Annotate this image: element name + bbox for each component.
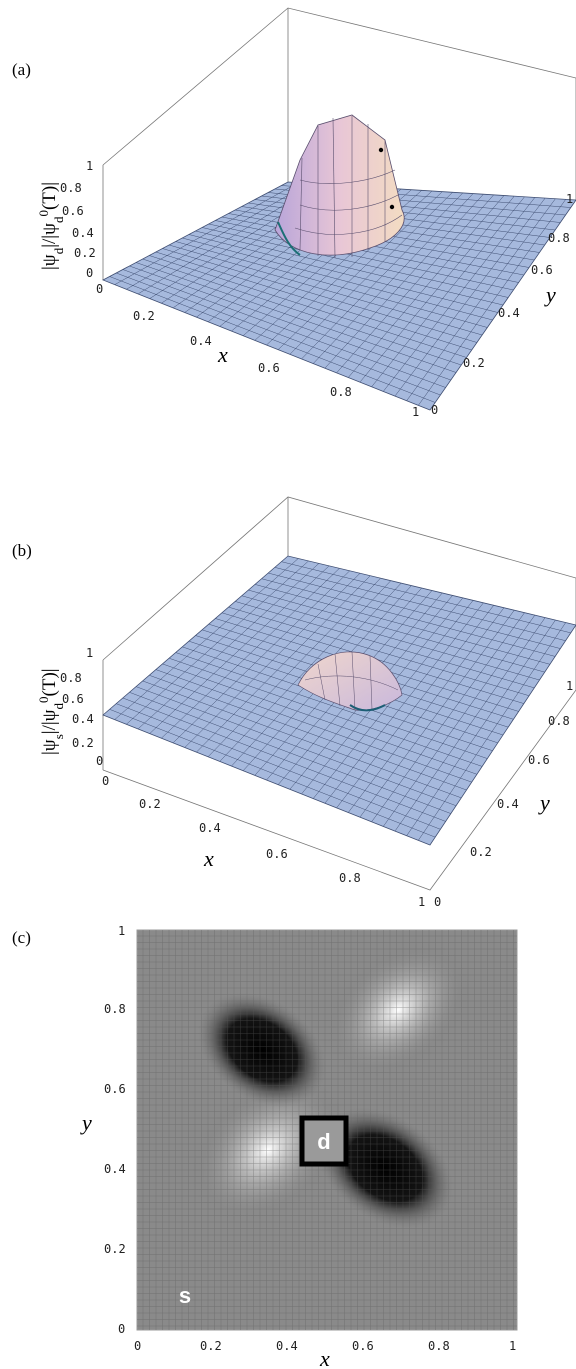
y-tick: 0.4: [104, 1162, 126, 1176]
panel-b: (b) 0 0.2 0.4 0.6 0.8: [12, 497, 576, 909]
x-tick: 0.6: [258, 361, 280, 375]
x-tick: 0.4: [199, 821, 221, 835]
panel-b-xlabel: x: [203, 846, 214, 871]
z-tick: 0.2: [74, 246, 96, 260]
z-tick: 0.4: [72, 226, 94, 240]
x-tick: 0.2: [139, 797, 161, 811]
x-tick: 0.8: [428, 1339, 450, 1353]
y-tick: 0.2: [104, 1242, 126, 1256]
panel-c-y-axis: 0 0.2 0.4 0.6 0.8 1 y: [80, 924, 126, 1336]
z-tick: 1: [86, 646, 93, 660]
region-d-label: d: [317, 1129, 330, 1154]
y-tick: 0.6: [531, 263, 553, 277]
panel-c-ylabel: y: [80, 1110, 92, 1135]
y-tick: 0.4: [497, 797, 519, 811]
x-tick: 0.4: [190, 334, 212, 348]
panel-b-label: (b): [12, 541, 32, 560]
panel-c-xlabel: x: [319, 1346, 330, 1369]
x-tick: 0: [102, 774, 109, 788]
z-tick: 0: [96, 754, 103, 768]
y-tick: 1: [566, 192, 573, 206]
panel-a-ylabel: y: [544, 282, 556, 307]
panel-b-z-axis: 0 0.2 0.4 0.6 0.8 1 |ψs|/|ψd0(T)|: [36, 646, 104, 768]
z-tick: 0.8: [60, 181, 82, 195]
x-tick: 0.2: [200, 1339, 222, 1353]
z-tick: 0.2: [72, 736, 94, 750]
x-tick: 0.6: [266, 847, 288, 861]
panel-c: (c) d s 0 0.2 0.4 0.6 0.8 1 y 0: [12, 916, 517, 1369]
panel-b-ylabel: y: [538, 790, 550, 815]
y-tick: 0.8: [104, 1002, 126, 1016]
z-tick: 1: [86, 159, 93, 173]
y-tick: 0: [118, 1322, 125, 1336]
panel-a-peak: [275, 115, 404, 258]
x-tick: 0.2: [133, 309, 155, 323]
x-tick: 1: [412, 405, 419, 419]
y-tick: 0.2: [463, 356, 485, 370]
panel-a-label: (a): [12, 60, 31, 79]
y-tick: 0.6: [104, 1082, 126, 1096]
z-tick: 0.6: [62, 204, 84, 218]
y-tick: 1: [118, 924, 125, 938]
x-tick: 1: [509, 1339, 516, 1353]
y-tick: 0.8: [548, 231, 570, 245]
y-tick: 0.6: [528, 753, 550, 767]
y-tick: 0.2: [470, 845, 492, 859]
y-tick: 0: [431, 403, 438, 417]
x-tick: 0: [96, 282, 103, 296]
panel-c-x-axis: 0 0.2 0.4 0.6 0.8 1 x: [134, 1339, 516, 1369]
panel-a-xlabel: x: [217, 342, 228, 367]
x-tick: 1: [418, 895, 425, 909]
y-tick: 0.4: [498, 306, 520, 320]
y-tick: 0: [434, 895, 441, 909]
x-tick: 0: [134, 1339, 141, 1353]
x-tick: 0.6: [352, 1339, 374, 1353]
x-tick: 0.4: [276, 1339, 298, 1353]
panel-a-z-axis: 0 0.2 0.4 0.6 0.8 1 |ψd|/|ψd0(T)|: [36, 159, 96, 280]
region-s-label: s: [179, 1283, 191, 1308]
panel-a: (a): [12, 8, 576, 419]
z-tick: 0: [86, 266, 93, 280]
z-tick: 0.8: [60, 671, 82, 685]
y-tick: 1: [566, 679, 573, 693]
x-tick: 0.8: [330, 385, 352, 399]
y-tick: 0.8: [548, 714, 570, 728]
panel-a-zlabel: |ψd|/|ψd0(T)|: [36, 182, 66, 270]
panel-c-label: (c): [12, 928, 31, 947]
x-tick: 0.8: [339, 871, 361, 885]
panel-c-heatmap: d s: [137, 916, 517, 1330]
z-tick: 0.4: [72, 712, 94, 726]
